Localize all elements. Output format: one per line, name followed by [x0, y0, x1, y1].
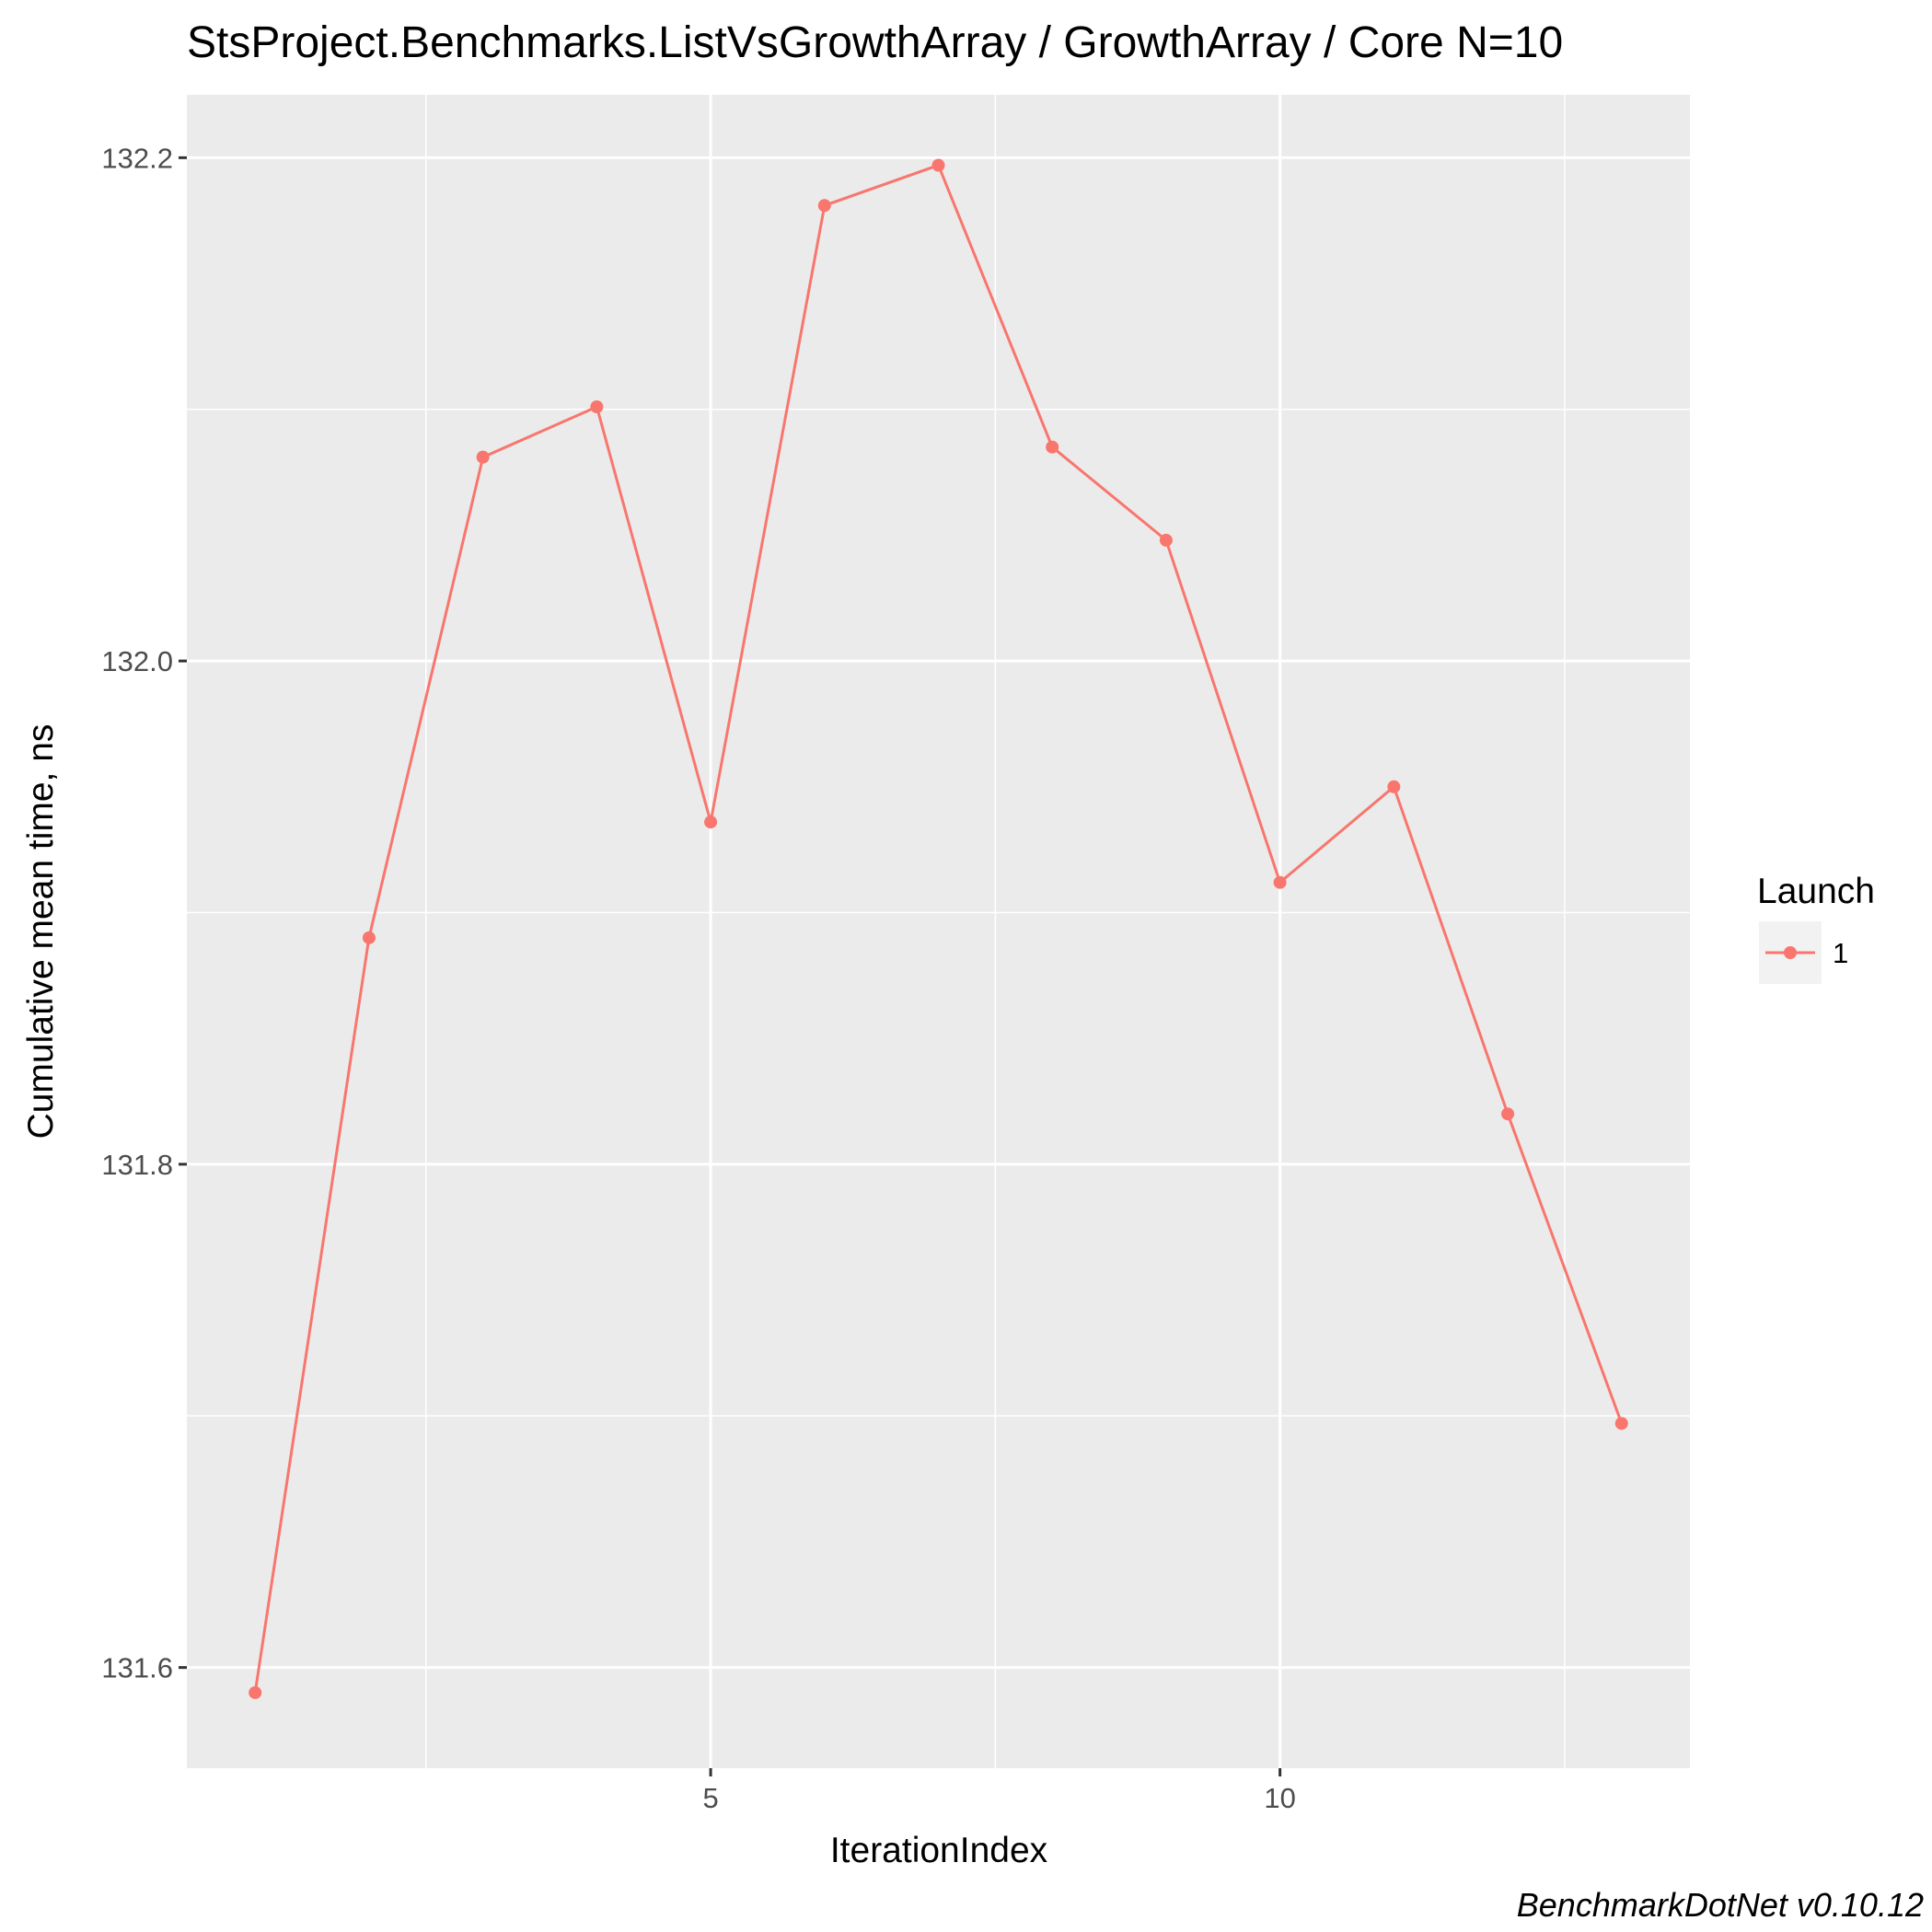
data-point	[476, 450, 490, 464]
legend-entry-label: 1	[1833, 937, 1848, 969]
data-point	[1387, 780, 1401, 793]
plot-panel	[187, 95, 1690, 1768]
y-axis-label: Cumulative mean time, ns	[21, 724, 61, 1140]
minor-gridlines	[187, 95, 1690, 1768]
data-point	[1501, 1107, 1515, 1121]
x-tick-label: 5	[702, 1782, 718, 1814]
y-tick-label: 132.2	[101, 142, 173, 174]
legend: Launch 1	[1757, 872, 1875, 984]
data-point	[704, 816, 718, 829]
y-axis-ticks: 131.6 131.8 132.0 132.2	[101, 142, 187, 1684]
legend-title: Launch	[1757, 872, 1875, 911]
chart-title: StsProject.Benchmarks.ListVsGrowthArray …	[187, 18, 1563, 67]
x-axis-ticks: 5 10	[702, 1768, 1296, 1814]
series-layer	[249, 158, 1628, 1699]
caption: BenchmarkDotNet v0.10.12	[1517, 1886, 1924, 1924]
data-point	[1046, 440, 1059, 454]
data-point	[362, 931, 376, 944]
x-tick-label: 10	[1264, 1782, 1295, 1814]
x-axis-label: IterationIndex	[830, 1831, 1048, 1870]
data-point	[1273, 875, 1287, 889]
major-gridlines	[187, 95, 1690, 1768]
data-point	[1614, 1417, 1628, 1430]
data-point	[590, 399, 604, 413]
y-tick-label: 131.6	[101, 1652, 173, 1684]
y-tick-label: 132.0	[101, 645, 173, 677]
data-point	[931, 158, 945, 172]
data-point	[1159, 533, 1173, 547]
data-point	[817, 199, 831, 213]
y-tick-label: 131.8	[101, 1149, 173, 1181]
legend-key-point	[1784, 946, 1797, 959]
data-point	[249, 1685, 262, 1699]
